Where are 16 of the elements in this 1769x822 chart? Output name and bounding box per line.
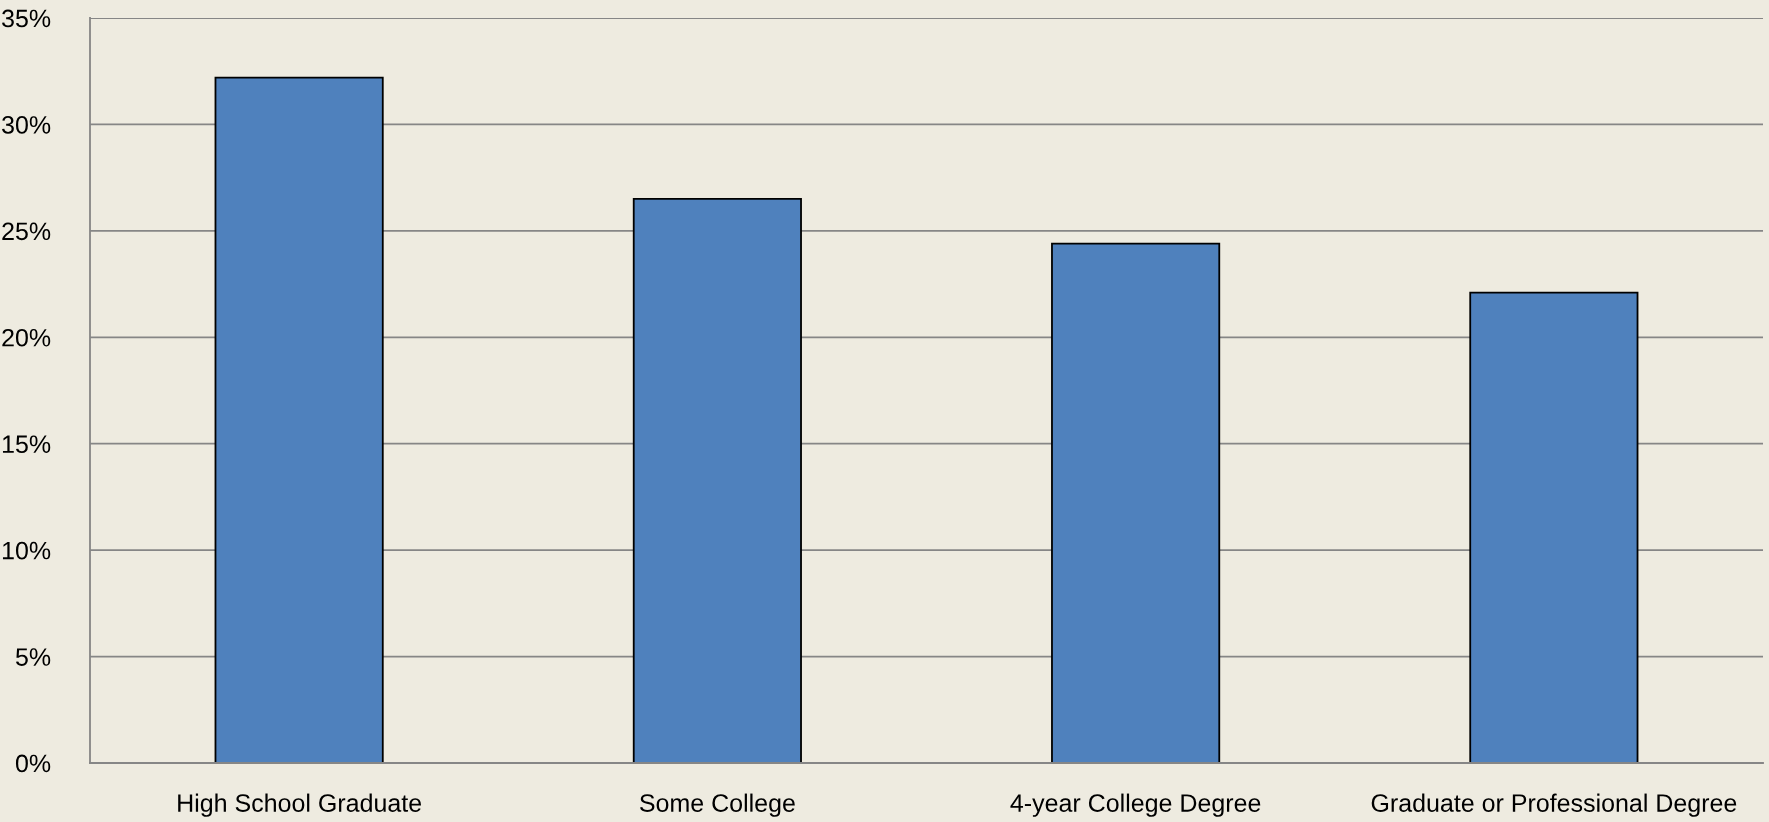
y-tick-label: 5%	[15, 648, 51, 666]
y-tick-label: 25%	[2, 222, 51, 241]
x-tick-label: Graduate or Professional Degree	[1371, 793, 1737, 817]
bar	[214, 76, 384, 763]
bar	[1469, 291, 1639, 763]
x-tick-label: Some College	[640, 793, 795, 817]
y-tick-label: 30%	[2, 116, 51, 134]
y-tick-label: 35%	[2, 9, 51, 28]
bar	[632, 198, 802, 763]
y-tick-label: 20%	[2, 328, 51, 347]
x-tick-label: High School Graduate	[178, 793, 422, 817]
x-tick-label: 4-year College Degree	[1010, 793, 1261, 817]
bar	[1051, 242, 1221, 763]
y-tick-label: 10%	[2, 541, 51, 560]
y-tick-label: 15%	[2, 435, 51, 454]
y-tick-label: 0%	[15, 754, 51, 773]
